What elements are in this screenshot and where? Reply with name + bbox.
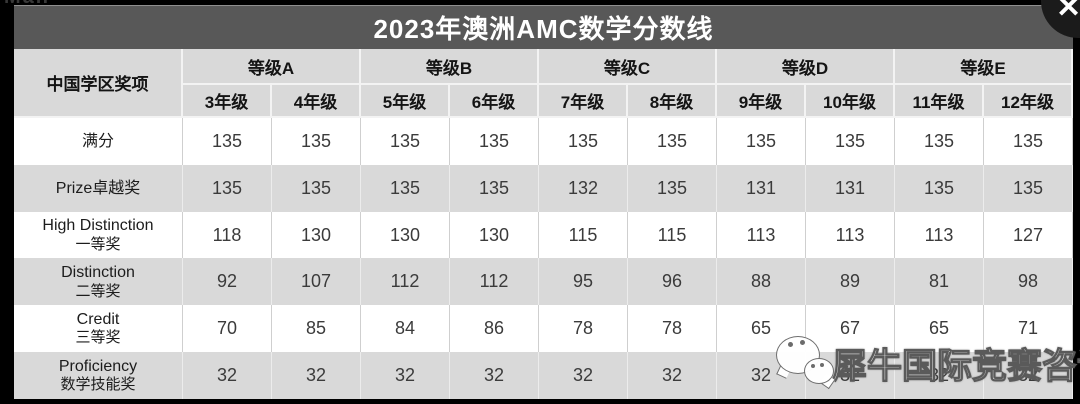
score-cell: 86 — [450, 305, 539, 353]
score-cell: 71 — [984, 305, 1073, 353]
score-cell: 135 — [183, 118, 272, 165]
page-title: 2023年澳洲AMC数学分数线 — [373, 14, 714, 44]
score-cell: 85 — [272, 305, 361, 353]
score-cell: 135 — [628, 164, 717, 212]
row-label-en: Distinction — [61, 264, 135, 282]
score-table-panel: 2023年澳洲AMC数学分数线 中国学区奖项 等级A 等级B 等级C 等级D 等… — [14, 5, 1073, 399]
score-cell: 32 — [895, 352, 984, 399]
score-cell: 107 — [272, 258, 361, 306]
score-cell: 135 — [183, 164, 272, 212]
group-header-level-d: 等级D — [717, 49, 895, 85]
column-header-grade-4: 4年级 — [272, 85, 361, 118]
score-cell: 84 — [361, 305, 450, 353]
column-header-grade-9: 9年级 — [717, 85, 806, 118]
score-cell: 135 — [539, 118, 628, 165]
score-cell: 132 — [539, 164, 628, 212]
score-cell: 78 — [628, 305, 717, 353]
score-table: 中国学区奖项 等级A 等级B 等级C 等级D 等级E 3年级 4年级 5年级 6… — [14, 49, 1073, 399]
score-cell: 135 — [450, 164, 539, 212]
score-cell: 130 — [450, 211, 539, 259]
score-cell: 135 — [272, 164, 361, 212]
score-cell: 32 — [539, 352, 628, 399]
column-header-grade-8: 8年级 — [628, 85, 717, 118]
row-label-prize: Prize卓越奖 — [14, 164, 183, 212]
score-cell: 32 — [717, 352, 806, 399]
score-cell: 135 — [272, 118, 361, 165]
group-header-level-c: 等级C — [539, 49, 717, 85]
score-cell: 32 — [183, 352, 272, 399]
score-cell: 131 — [717, 164, 806, 212]
score-cell: 81 — [895, 258, 984, 306]
row-label-zh: 一等奖 — [75, 235, 121, 253]
column-header-grade-7: 7年级 — [539, 85, 628, 118]
row-label-zh: 三等奖 — [75, 329, 121, 347]
score-cell: 115 — [539, 211, 628, 259]
score-cell: 32 — [361, 352, 450, 399]
row-label-distinction: Distinction 二等奖 — [14, 258, 183, 306]
close-icon[interactable]: ✕ — [1056, 0, 1080, 24]
score-cell: 135 — [628, 118, 717, 165]
score-cell: 113 — [806, 211, 895, 259]
clipped-background-text: Man — [4, 0, 404, 5]
row-label-zh: 满分 — [81, 132, 114, 150]
score-cell: 135 — [895, 118, 984, 165]
corner-header: 中国学区奖项 — [14, 49, 183, 118]
score-cell: 135 — [806, 118, 895, 165]
row-label-en: High Distinction — [42, 217, 154, 235]
score-cell: 67 — [806, 305, 895, 353]
row-label-en: Credit — [76, 311, 120, 329]
row-label-en: Proficiency — [58, 357, 138, 375]
score-cell: 32 — [272, 352, 361, 399]
row-label-zh: 二等奖 — [75, 282, 121, 300]
score-cell: 131 — [806, 164, 895, 212]
score-cell: 135 — [984, 164, 1073, 212]
column-header-grade-10: 10年级 — [806, 85, 895, 118]
group-header-level-e: 等级E — [895, 49, 1073, 85]
column-header-grade-3: 3年级 — [183, 85, 272, 118]
score-cell: 32 — [628, 352, 717, 399]
column-header-grade-11: 11年级 — [895, 85, 984, 118]
group-header-level-a: 等级A — [183, 49, 361, 85]
row-label-full-score: 满分 — [14, 118, 183, 165]
score-cell: 135 — [361, 164, 450, 212]
score-cell: 130 — [272, 211, 361, 259]
row-label-zh: Prize卓越奖 — [55, 179, 141, 197]
table-title-bar: 2023年澳洲AMC数学分数线 — [14, 5, 1073, 49]
score-cell: 70 — [183, 305, 272, 353]
score-cell: 112 — [361, 258, 450, 306]
column-header-grade-6: 6年级 — [450, 85, 539, 118]
score-cell: 113 — [717, 211, 806, 259]
column-header-grade-5: 5年级 — [361, 85, 450, 118]
score-cell: 92 — [183, 258, 272, 306]
score-cell: 115 — [628, 211, 717, 259]
score-cell: 32 — [450, 352, 539, 399]
score-cell: 135 — [984, 118, 1073, 165]
column-header-grade-12: 12年级 — [984, 85, 1073, 118]
score-cell: 135 — [361, 118, 450, 165]
score-cell: 135 — [895, 164, 984, 212]
row-label-credit: Credit 三等奖 — [14, 305, 183, 353]
row-label-proficiency: Proficiency 数学技能奖 — [14, 352, 183, 399]
score-cell: 96 — [628, 258, 717, 306]
score-cell: 118 — [183, 211, 272, 259]
score-cell: 89 — [806, 258, 895, 306]
score-cell: 95 — [539, 258, 628, 306]
score-cell: 65 — [895, 305, 984, 353]
score-cell: 32 — [806, 352, 895, 399]
score-cell: 127 — [984, 211, 1073, 259]
row-label-high-distinction: High Distinction 一等奖 — [14, 211, 183, 259]
score-cell: 65 — [717, 305, 806, 353]
score-cell: 135 — [450, 118, 539, 165]
score-cell: 78 — [539, 305, 628, 353]
score-cell: 113 — [895, 211, 984, 259]
row-label-zh: 数学技能奖 — [60, 376, 136, 394]
score-cell: 88 — [717, 258, 806, 306]
score-cell: 135 — [717, 118, 806, 165]
group-header-level-b: 等级B — [361, 49, 539, 85]
score-cell: 112 — [450, 258, 539, 306]
score-cell: 32 — [984, 352, 1073, 399]
score-cell: 130 — [361, 211, 450, 259]
score-cell: 98 — [984, 258, 1073, 306]
